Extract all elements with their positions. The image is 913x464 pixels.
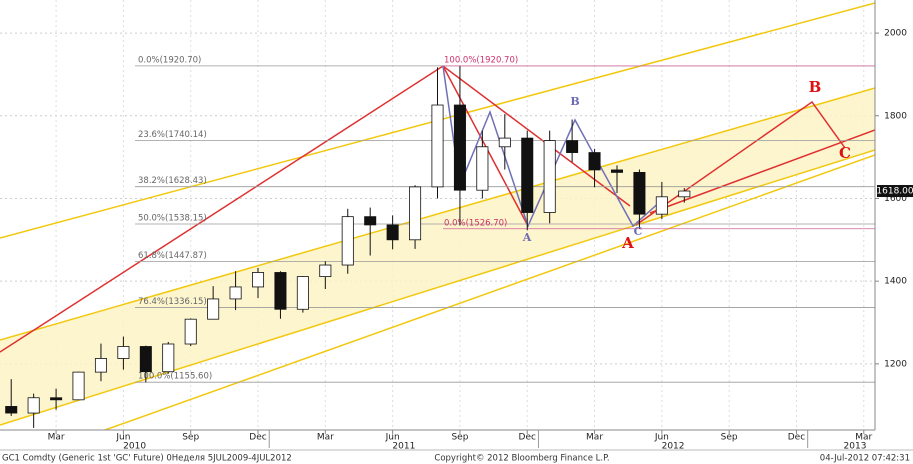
pattern-label: B [809,78,822,96]
retracement-label: 0.0%(1920.70) [138,55,201,65]
candle-body [252,272,265,288]
candle-body [498,137,511,148]
candle-body [117,346,130,359]
extension-label: 0.0%(1526.70) [444,218,507,228]
x-tick-label: Mar [855,433,872,443]
candle-body [319,264,332,278]
candle-body [274,272,287,310]
candle-body [633,172,646,215]
year-label: 2011 [392,442,415,452]
year-label: 2010 [123,442,146,452]
footer-copyright: Copyright© 2012 Bloomberg Finance L.P. [434,454,609,464]
candle-body [184,318,197,345]
candle-body [27,397,40,414]
candles [5,66,691,428]
x-tick-label: Jun [385,433,400,443]
x-tick-label: Dec [788,433,805,443]
x-tick-label: Jun [654,433,669,443]
x-tick-label: Dec [249,433,266,443]
retracement-label: 100.0%(1155.60) [138,372,212,382]
y-tick-label: 1400 [884,277,907,287]
candle-body [521,137,534,213]
candle-body [655,196,668,215]
fibonacci-levels: 0.0%(1920.70) 23.6%(1740.14) 38.2%(1628.43… [135,55,875,383]
candle-body [476,146,489,191]
trend-line [442,65,529,227]
candle-body [94,358,107,373]
retracement-label: 61.8%(1447.87) [138,251,207,261]
last-price-tag [877,185,913,198]
x-tick-label: Sep [182,433,199,443]
x-tick-label: Mar [48,433,65,443]
pattern-label: A [522,231,532,244]
trend-line [649,129,875,214]
extension-label: 100.0%(1920.70) [444,55,518,65]
channel-line [104,154,875,430]
candle-body [364,216,377,226]
candle-body [386,224,399,241]
y-tick-label: 1200 [884,359,907,369]
candle-body [296,276,309,310]
candle-body [543,140,556,213]
channel-fill [0,88,875,425]
footer-timestamp: 04-Jul-2012 07:42:31 [820,454,910,464]
y-tick-label: 1600 [884,194,907,204]
candle-body [409,186,422,241]
pattern-label: C [634,225,643,238]
pattern-label: B [570,95,579,108]
candle-body [5,406,18,414]
retracement-label: 76.4%(1336.15) [138,297,207,307]
x-tick-label: Sep [451,433,468,443]
x-tick-label: Mar [317,433,334,443]
candle-body [588,152,601,171]
candle-body [162,343,175,373]
pattern-label: A [621,234,634,252]
x-tick-label: Dec [519,433,536,443]
candle-body [229,286,242,300]
retracement-label: 38.2%(1628.43) [138,176,207,186]
last-price-label: 1618.00 [876,187,913,197]
candle-body [453,104,466,191]
candle-body [610,169,623,173]
footer-security: GC1 Comdty (Generic 1st 'GC' Future) 0Не… [2,454,292,464]
x-tick-label: Mar [586,433,603,443]
y-tick-label: 2000 [884,29,907,39]
year-label: 2012 [662,442,685,452]
retracement-label: 50.0%(1538.15) [138,214,207,224]
candle-body [341,216,354,266]
candle-body [431,104,444,188]
candle-body [139,346,152,373]
year-label: 2013 [844,442,867,452]
candle-body [678,190,691,198]
candle-body [50,397,63,401]
candle-body [207,298,220,320]
x-tick-label: Jun [115,433,130,443]
candle-body [72,371,85,401]
candle-body [566,140,579,153]
retracement-label: 23.6%(1740.14) [138,130,207,140]
projection-line [635,100,846,226]
pattern-label: C [839,144,851,162]
channel-line [0,87,875,341]
x-tick-label: Sep [721,433,738,443]
y-tick-label: 1800 [884,111,907,121]
